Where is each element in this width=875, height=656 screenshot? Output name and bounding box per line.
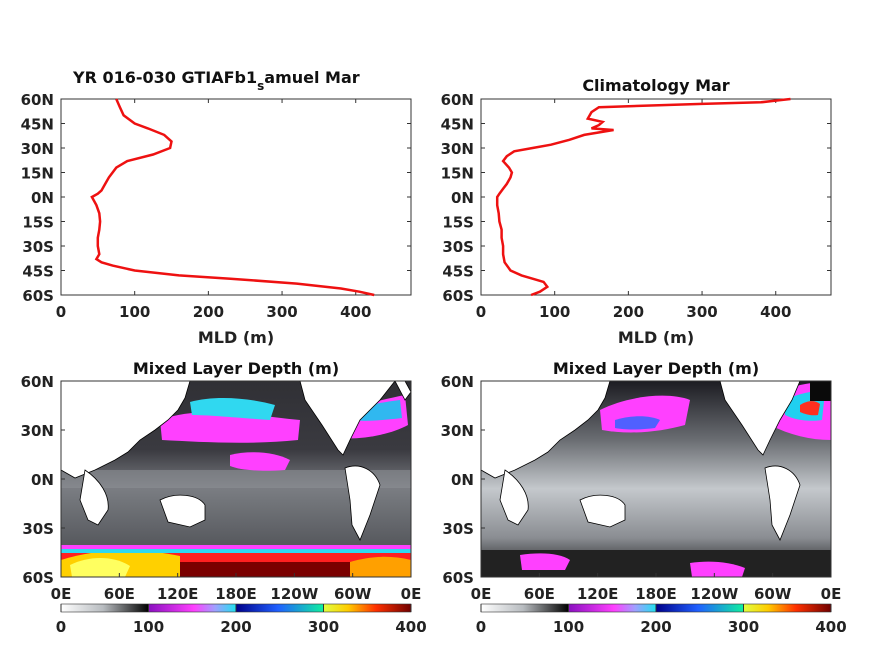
map-ytick-label: 60N [441, 373, 474, 391]
ytick-label: 15S [22, 214, 54, 232]
map-ytick-label: 30N [21, 422, 54, 440]
colorbar-tick-label: 400 [815, 618, 846, 636]
map-title-model: Mixed Layer Depth (m) [133, 359, 339, 378]
map-xtick-label: 60W [334, 585, 372, 603]
ytick-label: 60S [22, 287, 54, 305]
profile-yticks-climatology: 60N 45N 30N 15N 0N 15S 30S 45S 60S [441, 91, 831, 305]
map-ytick-label: 0N [451, 471, 474, 489]
ytick-label: 0N [451, 189, 474, 207]
map-xtick-label: 0E [51, 585, 72, 603]
colorbar-tick-label: 300 [728, 618, 759, 636]
ytick-label: 45S [442, 263, 474, 281]
map-ytick-label: 30S [22, 520, 54, 538]
profile-panel-model: YR 016-030 GTIAFb1samuel Mar 60N 45N 30N 15… [21, 68, 412, 347]
xlabel-climatology: MLD (m) [618, 328, 694, 347]
ytick-label: 60S [442, 287, 474, 305]
colorbar-tick-label: 100 [553, 618, 584, 636]
map-ytick-label: 60S [22, 569, 54, 587]
heatmap-model [61, 381, 411, 577]
profile-axes-model [60, 98, 412, 296]
map-panel-model: Mixed Layer Depth (m) [21, 359, 427, 636]
xtick-label: 300 [266, 303, 297, 321]
map-xtick-label: 60E [524, 585, 555, 603]
colorbar-ticks-model: 0 100 200 300 400 [56, 604, 427, 636]
map-ytick-label: 0N [31, 471, 54, 489]
map-xticks-model: 0E 60E 120E 180E 120W 60W 0E [51, 573, 422, 603]
xtick-label: 300 [686, 303, 717, 321]
colorbar-tick-label: 0 [476, 618, 486, 636]
xtick-label: 200 [613, 303, 644, 321]
ytick-label: 45S [22, 263, 54, 281]
xtick-label: 200 [193, 303, 224, 321]
profile-title-model: YR 016-030 GTIAFb1samuel Mar [72, 68, 360, 93]
ytick-label: 30N [441, 140, 474, 158]
ytick-label: 15N [21, 165, 54, 183]
xtick-label: 400 [760, 303, 791, 321]
heatmap-climatology [481, 381, 831, 577]
series-line-model [90, 98, 375, 297]
ytick-label: 30S [442, 238, 474, 256]
map-xtick-label: 60E [104, 585, 135, 603]
colorbar-tick-label: 200 [220, 618, 251, 636]
profile-xticks-climatology: 0 100 200 300 400 [476, 99, 791, 321]
ytick-label: 45N [21, 116, 54, 134]
colorbar-tick-label: 100 [133, 618, 164, 636]
colorbar-tick-label: 200 [640, 618, 671, 636]
colorbar-tick-label: 300 [308, 618, 339, 636]
map-xtick-label: 0E [821, 585, 842, 603]
colorbar-ticks-climatology: 0 100 200 300 400 [476, 604, 847, 636]
series-line-climatology [495, 97, 791, 297]
ytick-label: 15N [441, 165, 474, 183]
map-ytick-label: 30S [442, 520, 474, 538]
xtick-label: 100 [539, 303, 570, 321]
map-yticks-climatology: 60N 30N 0N 30S 60S [441, 373, 485, 587]
ytick-label: 60N [441, 91, 474, 109]
ytick-label: 15S [442, 214, 474, 232]
profile-xticks-model: 0 100 200 300 400 [56, 99, 371, 321]
map-xtick-label: 120E [577, 585, 619, 603]
map-ytick-label: 60S [442, 569, 474, 587]
ytick-label: 45N [441, 116, 474, 134]
map-xtick-label: 120E [157, 585, 199, 603]
map-xtick-label: 120W [270, 585, 318, 603]
map-xtick-label: 180E [215, 585, 257, 603]
map-title-climatology: Mixed Layer Depth (m) [553, 359, 759, 378]
colorbar-tick-label: 400 [395, 618, 426, 636]
xtick-label: 0 [56, 303, 66, 321]
map-xtick-label: 60W [754, 585, 792, 603]
map-xtick-label: 120W [690, 585, 738, 603]
ytick-label: 30N [21, 140, 54, 158]
xtick-label: 100 [119, 303, 150, 321]
xlabel-model: MLD (m) [198, 328, 274, 347]
xtick-label: 0 [476, 303, 486, 321]
profile-axes-climatology [480, 98, 832, 296]
map-yticks-model: 60N 30N 0N 30S 60S [21, 373, 65, 587]
colorbar-tick-label: 0 [56, 618, 66, 636]
map-ytick-label: 60N [21, 373, 54, 391]
ytick-label: 30S [22, 238, 54, 256]
map-xtick-label: 0E [471, 585, 492, 603]
profile-panel-climatology: Climatology Mar 60N45N30N15N0N15S30S45S6… [441, 76, 832, 347]
map-ytick-label: 30N [441, 422, 474, 440]
map-xticks-climatology: 0E 60E 120E 180E 120W 60W 0E [471, 573, 842, 603]
profile-title-climatology: Climatology Mar [582, 76, 729, 95]
xtick-label: 400 [340, 303, 371, 321]
ytick-label: 60N [21, 91, 54, 109]
profile-yticks-model: 60N 45N 30N 15N 0N 15S 30S 45S 60S [21, 91, 411, 305]
map-xtick-label: 180E [635, 585, 677, 603]
ytick-label: 0N [31, 189, 54, 207]
map-xtick-label: 0E [401, 585, 422, 603]
